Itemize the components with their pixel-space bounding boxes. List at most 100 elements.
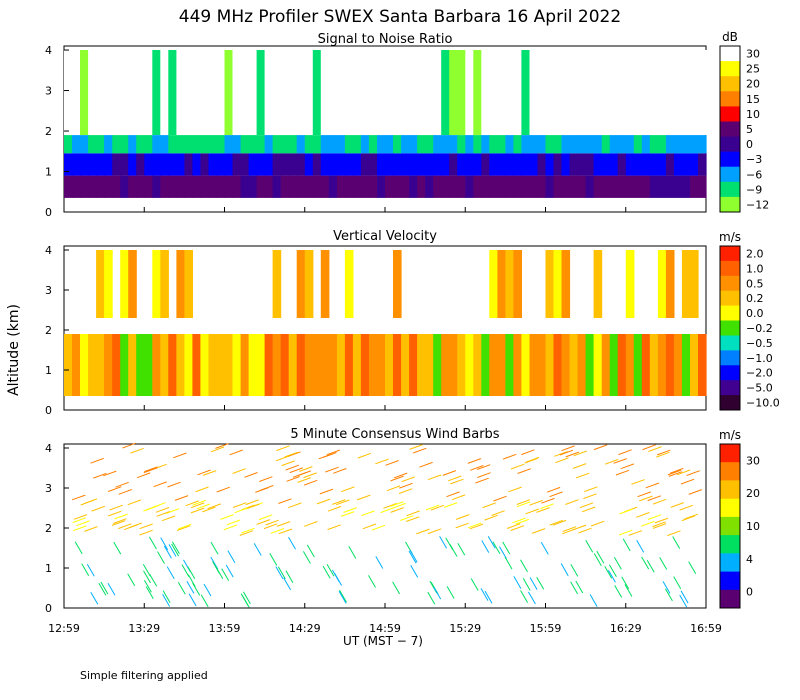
wind-barb (520, 559, 528, 573)
heatmap-cell (497, 50, 506, 135)
heatmap-cell (88, 334, 97, 396)
heatmap-cell (232, 135, 242, 154)
heatmap-cell (208, 135, 218, 154)
heatmap-cell (288, 135, 298, 154)
heatmap-cell (649, 153, 659, 176)
wind-barb (145, 586, 154, 600)
colorbar-swatch (720, 350, 740, 366)
heatmap-cell (673, 153, 683, 176)
heatmap-cell (521, 153, 530, 176)
heatmap-cell (433, 175, 442, 198)
wind-barb (286, 476, 300, 482)
wind-barb (202, 506, 216, 513)
heatmap-cell (328, 175, 338, 198)
wind-barb (570, 564, 579, 577)
y-tick-label: 1 (45, 166, 52, 179)
wind-barb (229, 449, 243, 456)
heatmap-cell (312, 175, 322, 198)
wind-barb (529, 577, 538, 590)
heatmap-cell (368, 135, 378, 154)
wind-barb (392, 581, 401, 595)
heatmap-cell (377, 334, 386, 396)
wind-barb (645, 482, 660, 489)
wind-barb (380, 507, 394, 514)
heatmap-cell (112, 135, 121, 154)
heatmap-cell (160, 334, 169, 396)
heatmap-cell (513, 175, 522, 198)
heatmap-cell (304, 250, 314, 318)
heatmap-cell (136, 153, 145, 176)
wind-barb (177, 581, 186, 595)
heatmap-cell (272, 153, 282, 176)
heatmap-cell (248, 135, 258, 154)
wind-barb (157, 551, 165, 564)
wind-barb (390, 475, 404, 482)
heatmap-cell (176, 135, 185, 154)
heatmap-cell (224, 153, 234, 176)
heatmap-cell (184, 250, 193, 318)
wind-barb (192, 499, 206, 506)
heatmap-cell (176, 334, 185, 396)
heatmap-cell (104, 334, 113, 396)
heatmap-cell (304, 175, 314, 198)
heatmap-cell (248, 334, 258, 396)
heatmap-cell (80, 153, 89, 176)
heatmap-cell (489, 50, 498, 135)
wind-barb (277, 566, 286, 580)
heatmap-cell (160, 135, 169, 154)
heatmap-cell (489, 250, 498, 318)
heatmap-cell (433, 334, 442, 396)
heatmap-cell (465, 175, 474, 198)
wind-barb (584, 486, 598, 493)
heatmap-cell (192, 50, 201, 135)
heatmap-cell (328, 153, 338, 176)
heatmap-cell (352, 135, 362, 154)
wind-barb (680, 590, 689, 604)
heatmap-cell (377, 153, 386, 176)
wind-barb (226, 519, 241, 526)
heatmap-cell (296, 250, 306, 318)
wind-barb (187, 574, 196, 587)
heatmap-cell (489, 135, 498, 154)
heatmap-cell (120, 334, 129, 396)
wind-barb (118, 489, 132, 495)
heatmap-cell (625, 334, 635, 396)
wind-barb (561, 445, 575, 452)
heatmap-cell (609, 153, 619, 176)
heatmap-cell (561, 135, 571, 154)
wind-barb (410, 565, 419, 578)
wind-barb (192, 583, 201, 596)
y-tick-label: 3 (45, 482, 52, 495)
wind-barb (618, 529, 633, 536)
wind-barb (427, 591, 436, 605)
wind-barb (326, 563, 335, 577)
heatmap-cell (529, 175, 539, 198)
heatmap-cell (521, 135, 530, 154)
heatmap-cell (160, 250, 169, 318)
wind-barb (203, 583, 212, 597)
wind-barb (383, 503, 397, 509)
heatmap-cell (513, 334, 522, 396)
colorbar-swatch (720, 181, 740, 198)
heatmap-cell (465, 153, 474, 176)
heatmap-cell (176, 153, 185, 176)
wind-barb (515, 518, 529, 525)
heatmap-cell (505, 153, 514, 176)
wind-barb (484, 590, 493, 604)
heatmap-cell (152, 334, 161, 396)
heatmap-cell (401, 50, 410, 135)
heatmap-cell (681, 250, 691, 318)
heatmap-cell (457, 175, 466, 198)
y-tick-label: 2 (45, 522, 52, 535)
wind-barb (680, 478, 695, 485)
wind-barb (174, 495, 189, 501)
heatmap-cell (569, 334, 579, 396)
wind-barb (90, 457, 104, 464)
heatmap-cell (698, 135, 707, 154)
wind-barb (516, 501, 531, 508)
wind-barb (185, 500, 199, 507)
colorbar-label: 20 (746, 78, 760, 91)
wind-barb (684, 513, 698, 520)
wind-barb (288, 502, 302, 509)
heatmap-cell (352, 334, 362, 396)
